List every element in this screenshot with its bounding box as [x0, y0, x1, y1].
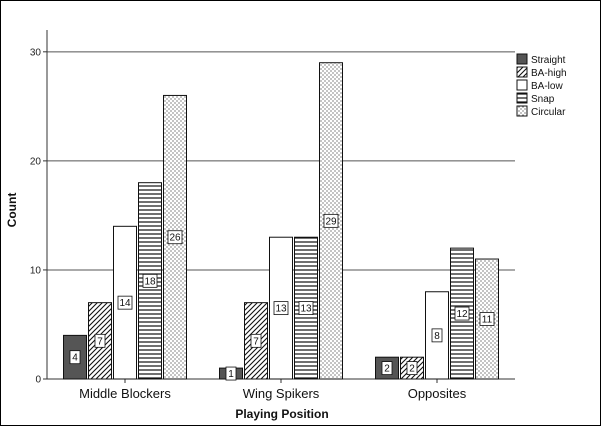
- data-label: 13: [300, 304, 312, 315]
- data-label: 26: [169, 233, 181, 244]
- data-label-box: [323, 213, 339, 228]
- data-label: 13: [275, 304, 287, 315]
- data-label-box: [69, 350, 81, 365]
- y-tick-label: 20: [30, 156, 42, 167]
- data-label-box: [479, 312, 495, 326]
- x-tick-label: Middle Blockers: [79, 386, 171, 401]
- legend: Straight BA-high BA-low Snap Circular: [516, 53, 567, 118]
- y-tick-label: 30: [30, 47, 42, 58]
- y-tick-label: 0: [35, 375, 41, 386]
- legend-swatch: [516, 66, 528, 78]
- data-label: 8: [434, 331, 440, 342]
- data-label-box: [225, 366, 237, 381]
- data-label: 11: [482, 315, 493, 326]
- data-label: 29: [325, 216, 337, 227]
- y-tick-label: 10: [30, 265, 42, 276]
- x-tick-label: Opposites: [408, 386, 467, 401]
- data-label: 7: [253, 336, 259, 347]
- data-label-box: [381, 361, 393, 375]
- data-label-box: [298, 301, 314, 316]
- data-label: 2: [409, 364, 415, 375]
- data-label: 14: [119, 298, 131, 309]
- data-label-box: [117, 295, 133, 310]
- legend-swatch: [516, 105, 528, 117]
- data-label: 4: [72, 353, 78, 364]
- data-label: 1: [228, 369, 234, 380]
- legend-label: Circular: [531, 107, 566, 118]
- x-axis-title: Playing Position: [235, 407, 328, 421]
- data-label-box: [454, 306, 470, 321]
- data-label: 18: [144, 276, 156, 287]
- legend-label: BA-high: [531, 68, 567, 79]
- data-label-box: [406, 361, 418, 375]
- data-labels: 4 7 14 18 26 1 7 13 13 29 2 2 8 12 11: [69, 213, 495, 381]
- data-label-box: [431, 328, 443, 343]
- x-tick-label: Wing Spikers: [243, 386, 320, 401]
- data-label: 2: [384, 364, 390, 375]
- data-label: 7: [97, 336, 103, 347]
- data-label-box: [273, 301, 289, 316]
- legend-label: Straight: [531, 55, 566, 66]
- data-label-box: [250, 333, 262, 348]
- data-label: 12: [456, 309, 468, 320]
- legend-swatch: [516, 53, 528, 65]
- legend-swatch: [516, 79, 528, 91]
- data-label-box: [94, 333, 106, 348]
- data-label-box: [167, 230, 183, 245]
- data-label-box: [142, 273, 158, 288]
- legend-label: BA-low: [531, 81, 563, 92]
- y-axis-title: Count: [5, 193, 19, 228]
- legend-label: Snap: [531, 94, 555, 105]
- legend-swatch: [516, 92, 528, 104]
